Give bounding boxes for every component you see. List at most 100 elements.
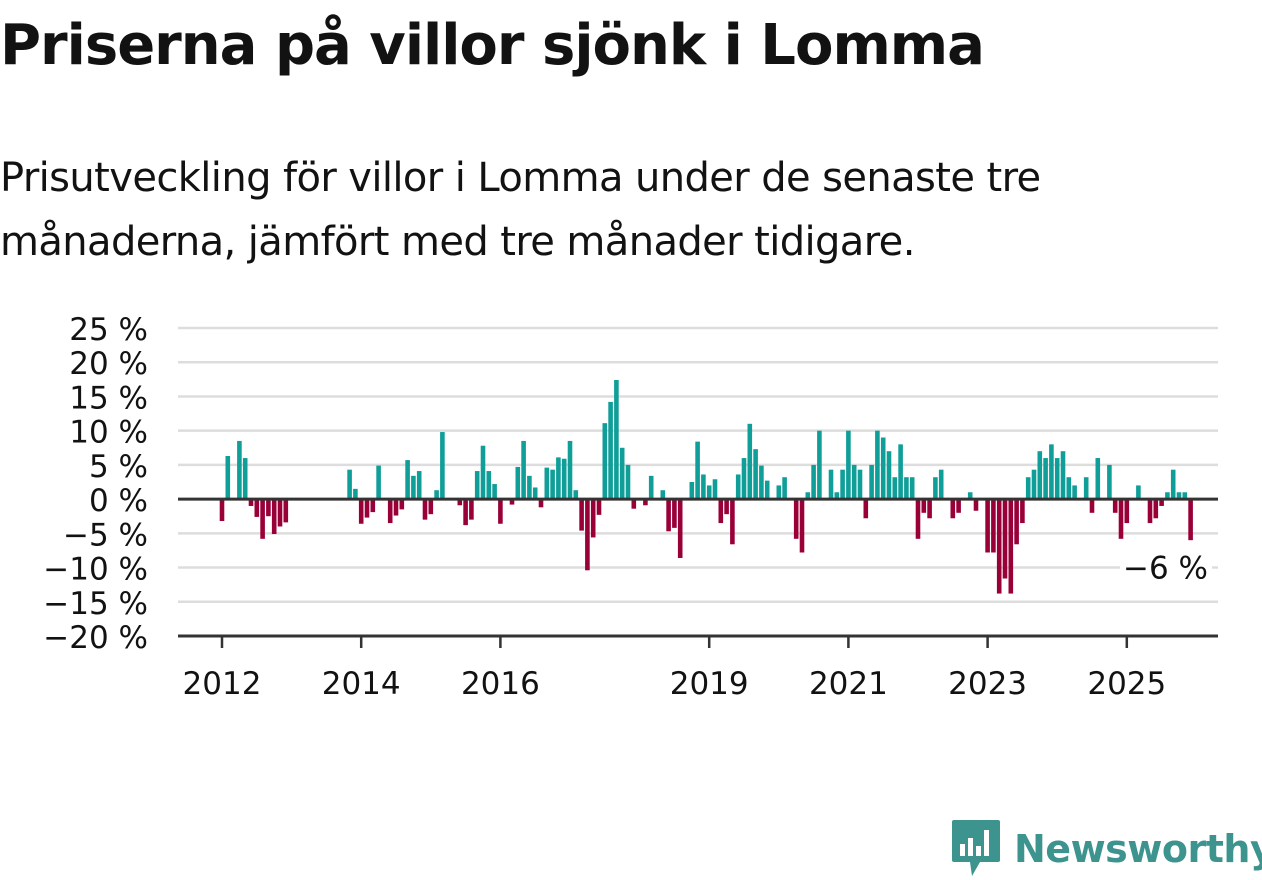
bar	[527, 475, 532, 500]
bar	[509, 499, 515, 505]
x-tick-label: 2019	[670, 666, 749, 702]
bar	[701, 474, 706, 500]
bar	[440, 432, 445, 500]
bar	[1014, 499, 1019, 545]
bar	[469, 499, 474, 520]
bar	[399, 499, 405, 510]
y-tick-label: −5 %	[63, 517, 148, 553]
bar	[463, 499, 468, 526]
bar	[712, 479, 718, 500]
bar	[793, 499, 799, 539]
bar	[718, 499, 724, 524]
bar	[590, 499, 596, 538]
bar	[991, 499, 996, 553]
bar	[353, 488, 358, 500]
y-tick-label: 10 %	[69, 415, 148, 451]
bar	[1170, 469, 1176, 500]
bar	[434, 490, 439, 500]
bar	[480, 445, 486, 500]
bar	[1147, 499, 1153, 524]
bar	[1159, 499, 1164, 506]
bar	[1025, 477, 1031, 500]
bar	[776, 485, 782, 500]
bar	[376, 465, 381, 500]
bar	[271, 499, 277, 535]
bar	[985, 499, 990, 553]
bar	[1118, 499, 1124, 539]
bar	[921, 499, 927, 513]
bar	[869, 464, 874, 500]
bar-chart-bubble-icon	[952, 820, 1000, 876]
bar	[521, 440, 526, 500]
bar	[915, 499, 921, 539]
bar	[573, 490, 579, 500]
bar	[1049, 444, 1054, 500]
page-title: Priserna på villor sjönk i Lomma	[0, 13, 985, 78]
bar	[643, 499, 648, 506]
bar	[840, 469, 845, 500]
bar	[370, 499, 376, 513]
bar	[556, 457, 561, 500]
bar	[1112, 499, 1118, 513]
bar	[799, 499, 805, 553]
bar	[857, 469, 863, 500]
bar	[996, 499, 1002, 594]
bar	[886, 451, 892, 500]
bar	[805, 492, 811, 500]
bar	[1054, 458, 1060, 500]
bar	[1153, 499, 1159, 519]
y-tick-label: 25 %	[69, 312, 148, 348]
y-tick-label: 20 %	[69, 346, 148, 382]
bar	[387, 499, 393, 524]
bar	[904, 477, 909, 500]
bar	[457, 499, 463, 506]
bar	[237, 440, 242, 500]
bar	[863, 499, 869, 519]
bar	[498, 499, 503, 524]
bar	[248, 499, 254, 506]
bar	[828, 469, 834, 500]
bar	[260, 499, 265, 539]
y-tick-label: 5 %	[89, 449, 148, 485]
bar	[875, 430, 880, 500]
bar	[1043, 458, 1048, 500]
bar	[1165, 492, 1170, 500]
bar	[956, 499, 961, 513]
x-tick-label: 2025	[1087, 666, 1166, 702]
bar	[817, 430, 822, 500]
bar	[811, 464, 816, 500]
bar	[846, 430, 851, 500]
bar	[347, 469, 352, 500]
bar	[695, 441, 700, 500]
bar	[689, 482, 695, 500]
bar	[950, 499, 956, 519]
bar	[486, 471, 492, 500]
bar	[834, 492, 840, 500]
bar	[1176, 492, 1182, 500]
bar	[1124, 499, 1130, 524]
bar	[973, 499, 979, 511]
bar	[938, 469, 944, 500]
bar	[538, 499, 544, 508]
bar	[1002, 499, 1008, 579]
bar	[967, 492, 973, 500]
bar	[579, 499, 584, 531]
brand-logo: Newsworthy	[950, 818, 1262, 880]
bar	[393, 499, 399, 516]
bar	[254, 499, 260, 517]
bar	[225, 455, 231, 500]
bar	[596, 499, 602, 515]
bar	[619, 447, 625, 500]
bar	[532, 487, 538, 500]
bar	[898, 444, 903, 500]
bar	[1095, 458, 1101, 500]
bar	[1072, 485, 1077, 500]
bar	[422, 499, 428, 520]
bar	[544, 467, 550, 500]
bar	[880, 437, 886, 500]
x-tick-label: 2016	[461, 666, 540, 702]
bar	[1037, 451, 1043, 500]
bar	[474, 471, 480, 500]
bar	[266, 499, 271, 517]
bar	[219, 499, 225, 522]
